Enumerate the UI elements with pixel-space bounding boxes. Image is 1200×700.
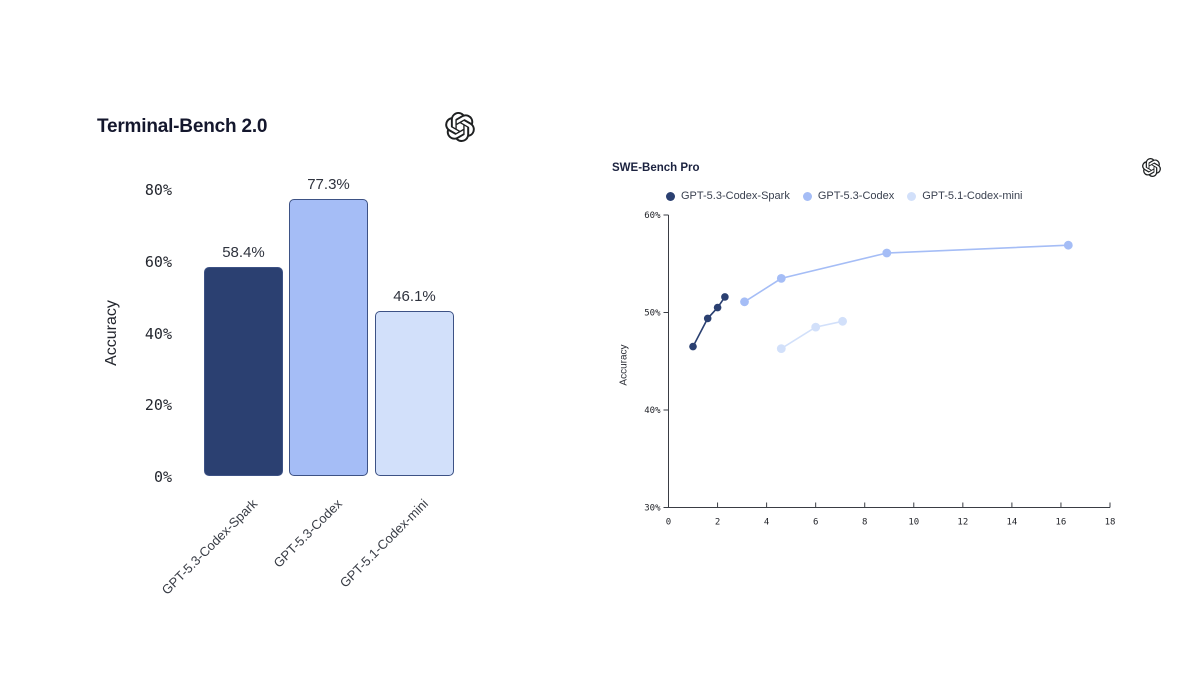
x-tick-label: 6 [813, 518, 818, 528]
legend-dot-icon [666, 191, 675, 201]
data-point-GPT-5.3-Codex-Spark [703, 314, 712, 323]
data-point-GPT-5.1-Codex-mini [838, 316, 847, 326]
legend-label: GPT-5.3-Codex [817, 190, 895, 202]
y-tick-label: 50% [644, 309, 661, 319]
y-tick-label: 60% [644, 211, 661, 221]
data-point-GPT-5.3-Codex-Spark [721, 293, 729, 301]
y-tick-label: 80% [144, 181, 172, 200]
bar-value-label: 46.1% [393, 287, 436, 305]
data-point-GPT-5.3-Codex [1063, 240, 1073, 250]
x-tick-label: 4 [764, 518, 769, 528]
x-tick-label: 12 [957, 518, 968, 528]
data-point-GPT-5.3-Codex [882, 248, 892, 258]
data-point-GPT-5.3-Codex [776, 274, 786, 283]
y-tick-label: 30% [644, 504, 661, 514]
bar-value-label: 58.4% [222, 243, 265, 261]
data-point-GPT-5.1-Codex-mini [776, 344, 786, 353]
x-tick-label: 14 [1006, 518, 1017, 528]
terminal-bench-chart: Terminal-Bench 2.0 Accuracy 0% 20% 40% 60% 8… [90, 100, 520, 660]
bar-GPT-5.3-Codex [289, 198, 368, 476]
legend-label: GPT-5.3-Codex-Spark [681, 190, 790, 202]
x-axis-label: GPT-5.3-Codex-Spark [158, 496, 261, 598]
bar-chart-plot: 0% 20% 40% 60% 80% 58.4% GPT-5.3-Codex-Spark 77… [90, 100, 520, 660]
y-tick-label: 40% [644, 406, 661, 416]
x-tick-label: 10 [908, 518, 919, 528]
chart-legend: GPT-5.3-Codex-Spark GPT-5.3-Codex GPT-5.1-… [666, 190, 1023, 202]
x-tick-label: 2 [715, 518, 720, 528]
data-point-GPT-5.3-Codex-Spark [713, 303, 722, 312]
x-axis-label: GPT-5.3-Codex [270, 496, 346, 571]
y-tick-label: 40% [144, 324, 172, 343]
y-tick-label: 60% [144, 252, 172, 271]
x-axis-label: GPT-5.1-Codex-mini [336, 496, 432, 591]
y-tick-label: 0% [153, 468, 172, 486]
series-line-GPT-5.3-Codex [744, 244, 1069, 303]
x-tick-label: 16 [1056, 518, 1067, 528]
series-line-GPT-5.3-Codex-Spark [692, 296, 726, 347]
legend-label: GPT-5.1-Codex-mini [922, 190, 1023, 202]
bar-GPT-5.1-Codex-mini [375, 310, 454, 476]
bar-GPT-5.3-Codex-Spark [204, 266, 283, 476]
x-tick-label: 8 [862, 518, 867, 528]
data-point-GPT-5.3-Codex [740, 297, 749, 307]
data-point-GPT-5.1-Codex-mini [811, 322, 821, 332]
legend-dot-icon [907, 191, 917, 201]
legend-item: GPT-5.1-Codex-mini [907, 190, 1023, 202]
legend-item: GPT-5.3-Codex [802, 190, 895, 202]
legend-dot-icon [802, 191, 812, 201]
swe-bench-chart: SWE-Bench Pro GPT-5.3-Codex-Spark GPT-5.3… [600, 150, 1180, 580]
x-tick-label: 18 [1105, 518, 1116, 528]
data-point-GPT-5.3-Codex-Spark [689, 342, 697, 351]
legend-item: GPT-5.3-Codex-Spark [666, 190, 790, 202]
y-tick-label: 20% [144, 396, 172, 415]
left-chart-title: Terminal-Bench 2.0 [97, 116, 268, 137]
axes [668, 215, 1110, 508]
line-chart-plot: 0 2 4 6 8 10 12 14 16 18 30% 40% 50% 60% [644, 211, 1116, 528]
right-chart-title: SWE-Bench Pro [612, 162, 700, 174]
x-tick-label: 0 [666, 518, 671, 528]
bar-value-label: 77.3% [307, 175, 350, 193]
